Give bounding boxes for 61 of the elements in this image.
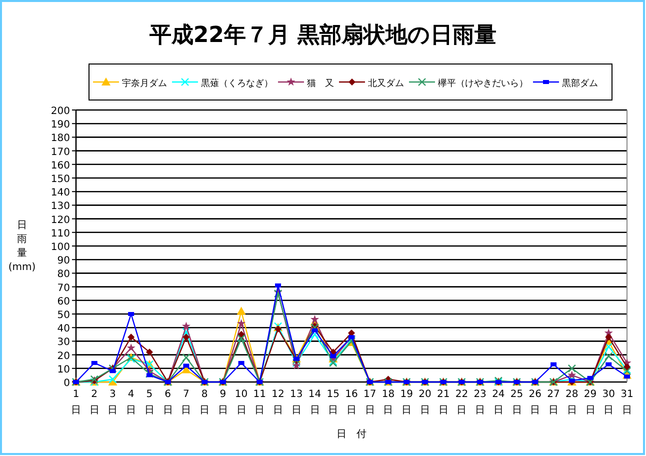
x-tick-label: 24日 (492, 389, 505, 416)
y-tick-label: 0 (64, 378, 70, 389)
x-tick-label: 22日 (455, 389, 468, 416)
y-tick-label: 90 (57, 256, 70, 267)
y-tick-label: 160 (50, 160, 70, 172)
x-tick-label: 9日 (218, 389, 228, 416)
x-tick-label: 8日 (200, 389, 210, 416)
x-axis-title: 日 付 (336, 429, 366, 440)
x-tick-label: 19日 (400, 389, 413, 416)
y-tick-label: 60 (57, 296, 70, 308)
x-tick-label: 31日 (620, 389, 634, 416)
y-tick-label: 180 (50, 133, 70, 144)
legend-label: 北又ダム (368, 78, 404, 89)
x-tick-label: 4日 (126, 389, 136, 416)
y-tick-label: 10 (57, 364, 70, 376)
x-tick-label: 10日 (234, 389, 248, 416)
y-tick-label: 40 (57, 324, 70, 335)
x-tick-label: 6日 (162, 389, 173, 416)
x-tick-label: 21日 (436, 389, 450, 416)
y-tick-label: 100 (50, 242, 70, 253)
legend-label: 黒薙（くろなぎ） (201, 78, 273, 89)
x-tick-label: 13日 (290, 389, 303, 416)
x-tick-label: 2日 (89, 389, 100, 416)
x-tick-label: 23日 (474, 389, 486, 416)
y-tick-label: 50 (57, 310, 70, 321)
y-axis-title: 日雨量(mm) (8, 220, 36, 273)
x-tick-label: 11日 (253, 389, 266, 416)
y-tick-label: 30 (57, 337, 70, 348)
x-tick-label: 27日 (547, 389, 560, 416)
legend-label: 猫 又 (307, 78, 334, 89)
x-tick-label: 1日 (71, 389, 81, 416)
y-tick-label: 130 (50, 201, 70, 212)
y-tick-label: 190 (50, 120, 70, 131)
x-tick-label: 25日 (510, 389, 524, 416)
y-tick-label: 120 (50, 214, 70, 226)
x-tick-label: 20日 (418, 389, 432, 416)
x-tick-label: 5日 (144, 389, 154, 416)
chart-title: 平成22年７月 黒部扇状地の日雨量 (148, 22, 497, 48)
y-tick-label: 150 (50, 174, 70, 185)
x-tick-label: 17日 (364, 389, 376, 416)
x-tick-label: 30日 (602, 389, 615, 416)
legend-label: 欅平（けやきだいら） (438, 78, 528, 89)
x-tick-label: 7日 (181, 389, 192, 416)
x-tick-label: 12日 (272, 389, 284, 416)
x-tick-label: 29日 (584, 389, 597, 416)
legend-label: 黒部ダム (562, 78, 598, 89)
x-tick-label: 28日 (566, 389, 578, 416)
y-tick-label: 80 (57, 269, 70, 280)
y-tick-label: 170 (50, 146, 70, 158)
x-tick-label: 18日 (382, 389, 395, 416)
x-tick-label: 16日 (345, 389, 358, 416)
y-tick-label: 110 (50, 228, 70, 240)
x-tick-label: 3日 (108, 389, 118, 416)
y-tick-label: 200 (50, 106, 70, 117)
y-tick-label: 140 (50, 188, 70, 199)
x-tick-label: 26日 (528, 389, 542, 416)
x-tick-label: 15日 (326, 389, 340, 416)
legend-label: 宇奈月ダム (122, 78, 167, 89)
x-tick-label: 14日 (308, 389, 322, 416)
y-tick-label: 20 (57, 350, 70, 362)
y-tick-label: 70 (57, 282, 70, 294)
